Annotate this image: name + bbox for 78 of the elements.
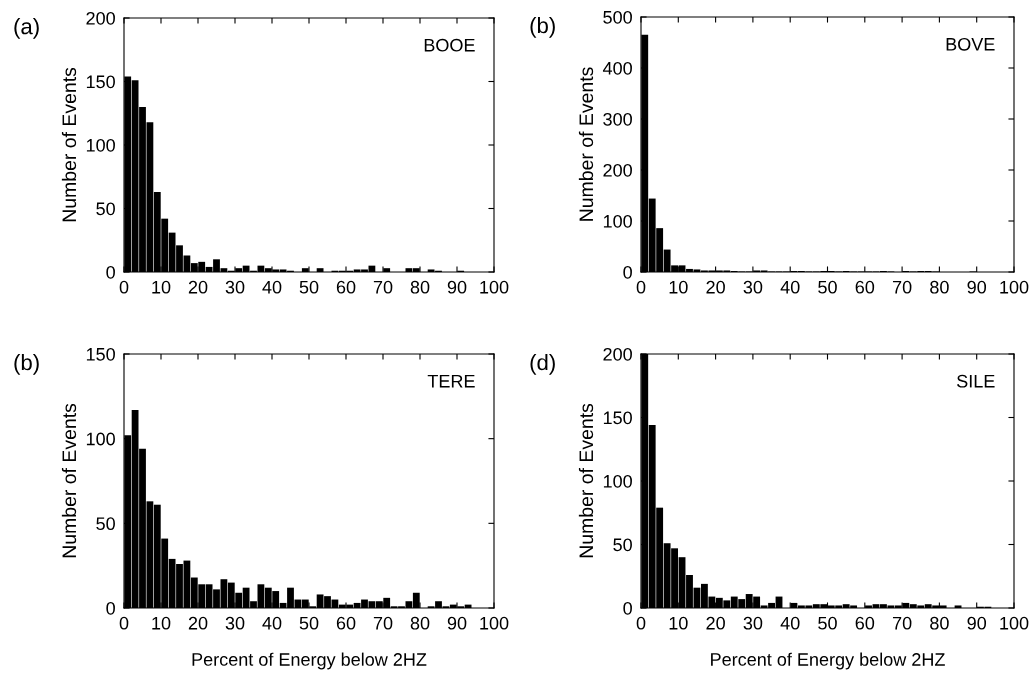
y-tick-label: 300: [603, 112, 632, 126]
x-tick-label: 40: [262, 616, 282, 630]
x-tick-label: 100: [1000, 280, 1029, 294]
x-tick-label: 90: [967, 280, 987, 294]
x-tick-label: 0: [119, 280, 129, 294]
y-axis-title: Number of Events: [61, 403, 77, 558]
annotation: TERE: [427, 374, 475, 388]
y-tick-label: 150: [86, 347, 115, 361]
x-tick-label: 60: [336, 280, 356, 294]
x-tick-label: 40: [780, 280, 800, 294]
y-tick-label: 100: [86, 138, 115, 152]
chart-title: (d): [530, 354, 555, 375]
annotation: SILE: [957, 374, 995, 388]
y-tick-label: 50: [96, 517, 115, 531]
x-tick-label: 70: [373, 280, 393, 294]
x-tick-label: 0: [636, 616, 646, 630]
x-tick-label: 50: [299, 280, 319, 294]
x-tick-label: 0: [119, 616, 129, 630]
x-tick-label: 80: [930, 280, 949, 294]
x-tick-label: 100: [480, 616, 509, 630]
x-tick-label: 40: [780, 616, 800, 630]
y-axis-title: Number of Events: [578, 67, 594, 221]
x-tick-label: 20: [188, 280, 208, 294]
x-tick-label: 100: [1000, 616, 1029, 630]
x-axis-title: Percent of Energy below 2HZ: [192, 652, 427, 670]
y-tick-label: 100: [603, 214, 632, 228]
y-tick-label: 50: [613, 538, 632, 552]
x-axis-title: Percent of Energy below 2HZ: [711, 652, 945, 670]
x-tick-label: 90: [447, 280, 467, 294]
y-tick-label: 0: [106, 265, 115, 279]
x-tick-label: 10: [669, 616, 688, 630]
y-tick-label: 200: [603, 347, 632, 361]
x-tick-label: 60: [855, 616, 875, 630]
y-tick-label: 400: [602, 61, 632, 75]
x-tick-label: 30: [743, 280, 763, 294]
y-axis-title: Number of Events: [578, 403, 594, 558]
chart-title: (b): [530, 17, 555, 38]
y-tick-label: 500: [603, 10, 632, 24]
x-tick-label: 20: [706, 616, 725, 630]
y-tick-label: 0: [623, 265, 632, 279]
x-tick-label: 10: [152, 616, 171, 630]
annotation: BOVE: [946, 37, 995, 51]
y-tick-label: 0: [623, 601, 632, 615]
x-tick-label: 30: [225, 616, 245, 630]
chart-title: (a): [14, 18, 39, 39]
x-tick-label: 80: [410, 280, 430, 294]
y-tick-label: 100: [603, 474, 632, 488]
x-tick-label: 40: [262, 280, 282, 294]
y-tick-label: 150: [86, 75, 115, 89]
x-tick-label: 20: [706, 280, 725, 294]
x-tick-label: 50: [818, 616, 837, 630]
x-tick-label: 70: [892, 616, 912, 630]
x-tick-label: 80: [930, 616, 949, 630]
x-tick-label: 50: [818, 280, 837, 294]
y-tick-label: 200: [603, 163, 632, 177]
x-tick-label: 50: [299, 616, 319, 630]
y-axis-title: Number of Events: [61, 67, 77, 222]
chart-title: (b): [14, 354, 39, 375]
y-tick-label: 150: [603, 411, 632, 425]
x-tick-label: 70: [373, 616, 393, 630]
y-tick-label: 100: [86, 432, 115, 446]
x-tick-label: 100: [480, 280, 509, 294]
x-tick-label: 30: [225, 280, 245, 294]
x-tick-label: 60: [336, 616, 356, 630]
x-tick-label: 60: [855, 280, 875, 294]
y-tick-label: 0: [106, 601, 115, 615]
annotation: BOOE: [424, 38, 475, 52]
x-tick-label: 30: [743, 616, 763, 630]
x-tick-label: 10: [669, 280, 688, 294]
x-tick-label: 10: [152, 280, 171, 294]
x-tick-label: 70: [892, 280, 912, 294]
y-tick-label: 50: [96, 202, 115, 216]
x-tick-label: 80: [410, 616, 430, 630]
y-tick-label: 200: [86, 11, 115, 25]
x-tick-label: 90: [967, 616, 987, 630]
x-tick-label: 90: [447, 616, 467, 630]
x-tick-label: 0: [636, 280, 646, 294]
x-tick-label: 20: [188, 616, 208, 630]
